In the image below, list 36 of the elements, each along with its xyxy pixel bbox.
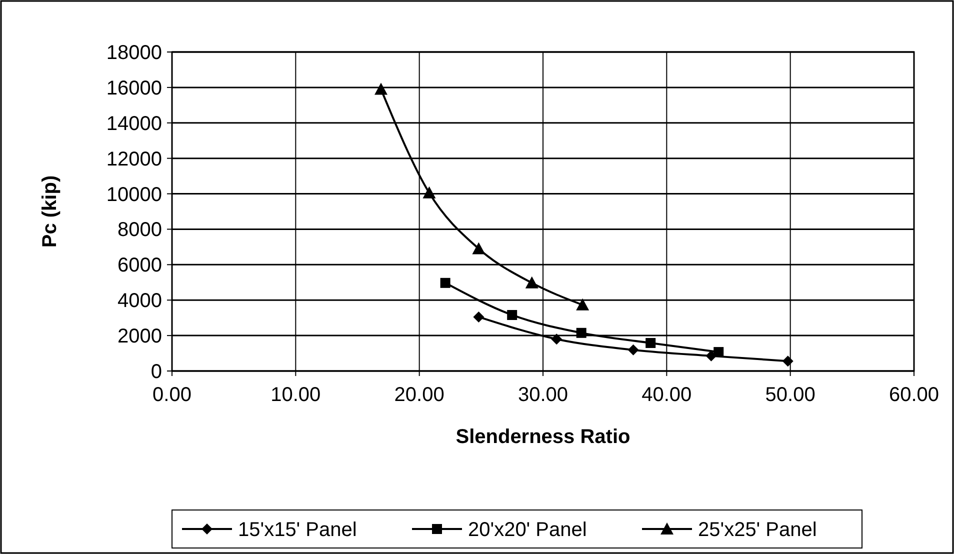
y-axis-title: Pc (kip) [39,175,61,248]
y-tick-label: 12000 [106,148,162,170]
point [551,334,562,345]
point [473,311,484,322]
x-tick-label: 50.00 [765,384,816,406]
x-tick-label: 30.00 [518,384,568,406]
y-tick-label: 6000 [118,254,162,277]
point [714,347,724,358]
point [576,298,590,310]
point [628,344,639,356]
legend-label: 15'x15' Panel [238,519,357,541]
x-axis-title: Slenderness Ratio [456,426,630,448]
point [374,82,388,95]
x-tick-label: 10.00 [270,384,321,406]
y-tick-label: 8000 [118,219,162,242]
point [440,278,450,288]
point [525,276,538,288]
point [646,338,656,348]
y-tick-label: 14000 [106,112,162,135]
y-tick-label: 10000 [106,184,162,206]
x-tick-label: 0.00 [152,384,192,406]
legend-label: 20'x20' Panel [468,519,587,541]
y-tick-label: 2000 [118,326,162,348]
y-tick-label: 4000 [118,290,162,312]
x-tick-label: 20.00 [394,384,444,406]
x-tick-label: 60.00 [888,384,940,406]
point [507,310,518,320]
y-tick-label: 16000 [106,77,162,100]
x-tick-label: 40.00 [642,384,692,406]
point [576,328,586,338]
y-tick-label: 18000 [106,42,162,64]
point [422,186,436,198]
point [782,356,794,367]
point [472,242,486,254]
y-tick-label: 0 [150,361,162,383]
legend-label: 25'x25' Panel [698,519,817,541]
